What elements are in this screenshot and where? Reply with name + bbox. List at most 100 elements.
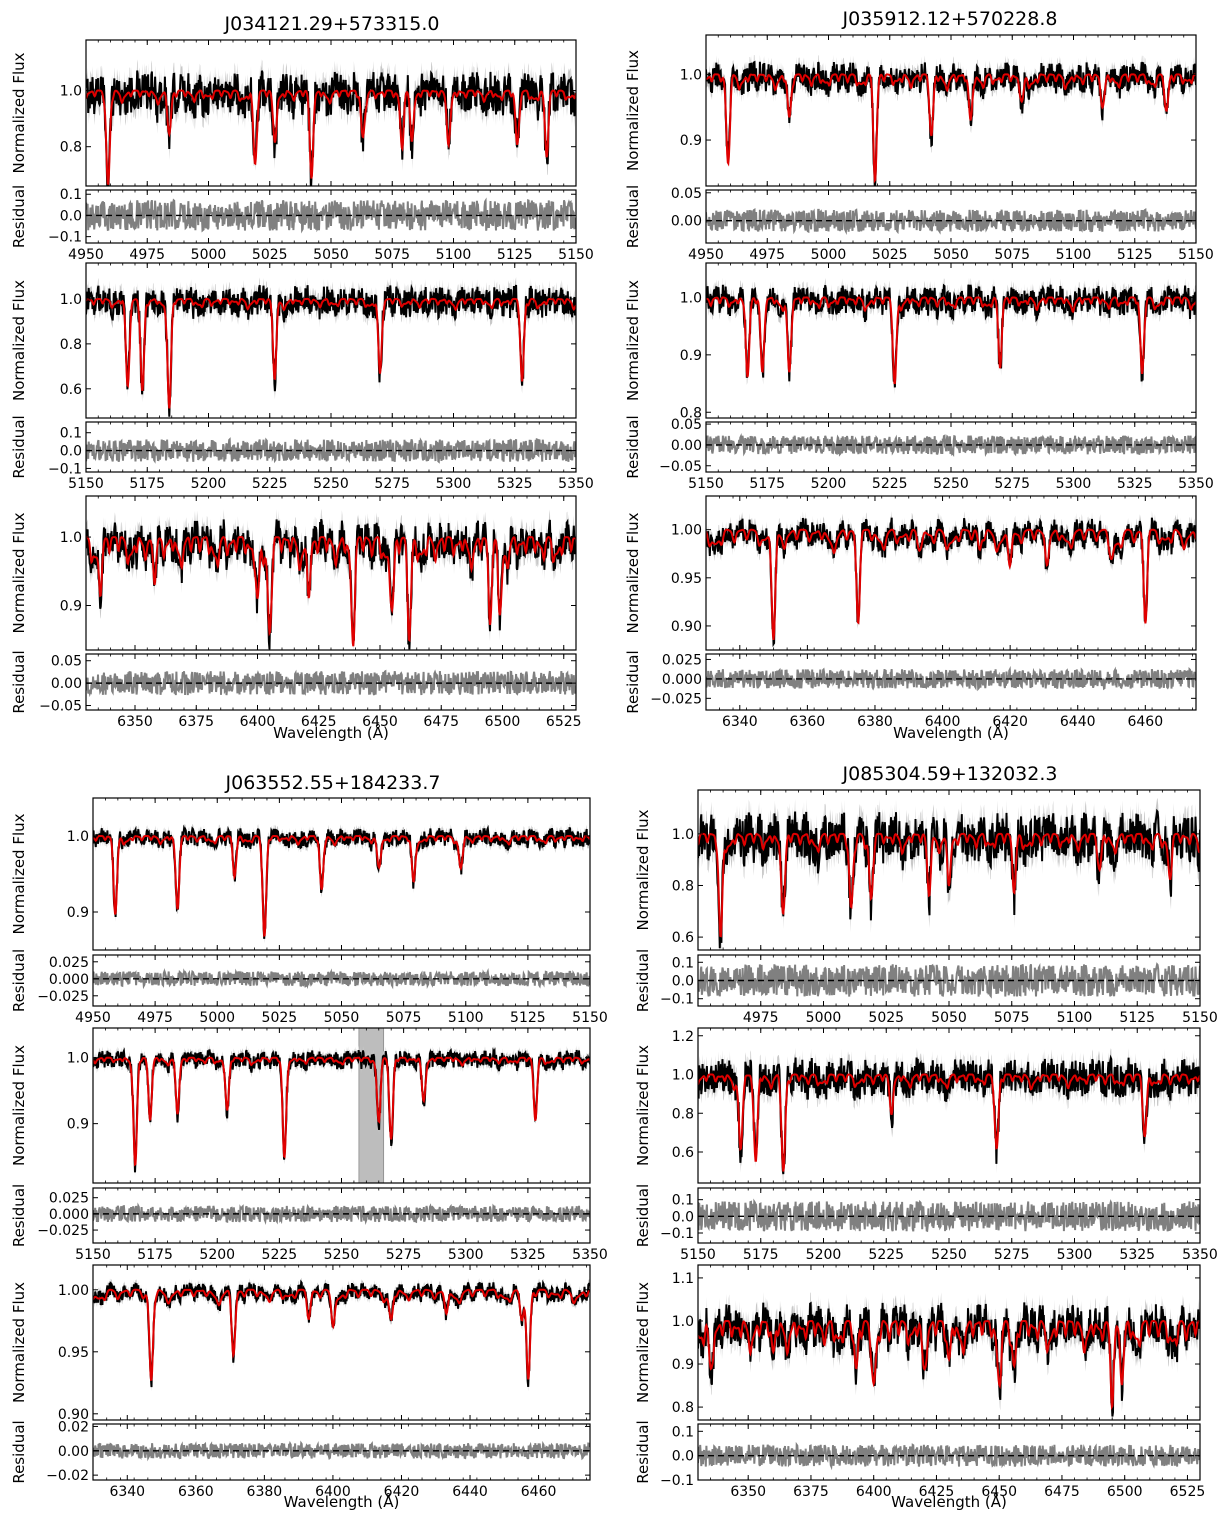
panel-1: 0.8 1.0 Normalized Flux 4950 4975 5000 5025 505… — [10, 39, 594, 263]
flux-y-tick-label: 1.0 — [60, 84, 82, 100]
residual-line — [93, 1202, 590, 1226]
residual-y-tick-label: −0.05 — [659, 459, 702, 475]
residual-x-tick-label: 6360 — [178, 1484, 214, 1500]
residual-x-tick-label: 5350 — [558, 476, 594, 492]
flux-y-tick-label: 1.0 — [60, 292, 82, 308]
residual-x-tick-label: 6400 — [925, 714, 961, 730]
residual-x-tick-label: 6340 — [722, 714, 758, 730]
panel-2: 0.6 0.8 1.0 1.2 Normalized Flux 5150 5175 5200 5… — [634, 1027, 1218, 1263]
residual-x-tick-label: 5275 — [994, 1247, 1030, 1263]
residual-x-tick-label: 6420 — [992, 714, 1028, 730]
flux-y-tick-label: 0.8 — [672, 1400, 694, 1416]
residual-ylabel: Residual — [10, 650, 28, 713]
residual-x-tick-label: 5000 — [811, 247, 847, 263]
residual-plot-area — [698, 962, 1200, 999]
residual-x-tick-label: 4975 — [749, 247, 785, 263]
residual-x-tick-label: 5225 — [262, 1247, 298, 1263]
residual-plot-area — [93, 1202, 590, 1226]
residual-x-tick-label: 5150 — [68, 476, 104, 492]
panel-3: 0.9 1.0 Normalized Flux 6350 6375 6400 6425 645… — [10, 495, 582, 730]
residual-x-tick-label: 6375 — [793, 1484, 829, 1500]
residual-axes — [705, 653, 1197, 711]
flux-axes — [85, 262, 577, 419]
residual-x-tick-label: 6475 — [1044, 1484, 1080, 1500]
residual-x-tick-label: 5125 — [497, 247, 533, 263]
residual-line — [698, 1198, 1200, 1233]
flux-y-tick-label: 1.0 — [672, 1314, 694, 1330]
residual-ylabel: Residual — [634, 1184, 652, 1247]
residual-x-tick-label: 6425 — [301, 714, 337, 730]
residual-x-tick-label: 5150 — [572, 1010, 608, 1026]
error-band — [93, 823, 590, 944]
model-spectrum-line — [698, 832, 1200, 938]
flux-ylabel: Normalized Flux — [634, 1045, 652, 1166]
residual-y-tick-label: −0.025 — [37, 989, 89, 1005]
residual-x-tick-label: 5300 — [1056, 476, 1092, 492]
residual-x-tick-label: 5000 — [806, 1010, 842, 1026]
residual-y-tick-label: 0.025 — [662, 652, 702, 668]
flux-plot-area — [86, 59, 576, 186]
flux-y-tick-label: 1.0 — [680, 67, 702, 83]
residual-x-tick-label: 5150 — [1182, 1010, 1218, 1026]
flux-ylabel: Normalized Flux — [10, 52, 28, 173]
residual-ylabel: Residual — [624, 185, 642, 248]
residual-x-tick-label: 6400 — [240, 714, 276, 730]
residual-ylabel: Residual — [634, 1420, 652, 1483]
residual-y-tick-label: 0.05 — [51, 654, 82, 670]
residual-ylabel: Residual — [10, 1184, 28, 1247]
residual-line — [93, 967, 590, 990]
residual-plot-area — [706, 432, 1196, 458]
residual-ylabel: Residual — [10, 185, 28, 248]
residual-line — [698, 962, 1200, 999]
residual-x-tick-label: 5075 — [386, 1010, 422, 1026]
residual-line — [93, 1440, 590, 1462]
residual-x-tick-label: 5150 — [558, 247, 594, 263]
flux-y-tick-label: 0.6 — [60, 382, 82, 398]
residual-plot-area — [698, 1198, 1200, 1233]
residual-x-tick-label: 5175 — [137, 1247, 173, 1263]
residual-x-tick-label: 5150 — [1178, 247, 1214, 263]
model-spectrum-line — [93, 834, 590, 937]
star-title: J034121.29+573315.0 — [224, 13, 440, 35]
residual-line — [86, 437, 576, 464]
flux-plot-area — [706, 510, 1196, 650]
flux-y-tick-label: 0.8 — [672, 1106, 694, 1122]
flux-y-tick-label: 0.8 — [672, 878, 694, 894]
residual-x-tick-label: 5125 — [1117, 247, 1153, 263]
flux-plot-area — [86, 508, 576, 650]
residual-x-tick-label: 5025 — [872, 247, 908, 263]
residual-line — [706, 432, 1196, 458]
model-spectrum-line — [86, 297, 576, 409]
flux-ylabel: Normalized Flux — [10, 1045, 28, 1166]
model-spectrum-line — [86, 536, 576, 647]
flux-axes — [705, 262, 1197, 419]
residual-x-tick-label: 5000 — [199, 1010, 235, 1026]
residual-y-tick-label: 0.0 — [60, 208, 82, 224]
residual-x-tick-label: 6440 — [452, 1484, 488, 1500]
model-spectrum-line — [86, 89, 576, 186]
x-axis-label: Wavelength (Å) — [284, 1492, 400, 1511]
panel-2: 0.9 1.0 Normalized Flux 5150 5175 5200 5225 525… — [10, 1027, 608, 1263]
flux-y-tick-label: 1.1 — [672, 1271, 694, 1287]
residual-plot-area — [706, 665, 1196, 692]
star-title: J063552.55+184233.7 — [225, 772, 441, 794]
residual-x-tick-label: 6350 — [730, 1484, 766, 1500]
flux-y-tick-label: 0.95 — [58, 1345, 89, 1361]
panel-2: 0.8 0.9 1.0 Normalized Flux 5150 5175 5200 5225… — [624, 262, 1214, 492]
residual-x-tick-label: 6475 — [423, 714, 459, 730]
star-title: J085304.59+132032.3 — [842, 763, 1058, 785]
residual-ylabel: Residual — [10, 415, 28, 478]
flux-axes — [697, 789, 1201, 951]
flux-y-tick-label: 1.0 — [680, 290, 702, 306]
flux-plot-area — [706, 54, 1196, 186]
flux-axes — [92, 1264, 591, 1421]
flux-plot-area — [93, 823, 590, 944]
residual-plot-area — [93, 1440, 590, 1462]
residual-x-tick-label: 5250 — [931, 1247, 967, 1263]
residual-x-tick-label: 5100 — [1057, 1010, 1093, 1026]
residual-x-tick-label: 5325 — [510, 1247, 546, 1263]
flux-y-tick-label: 0.9 — [67, 905, 89, 921]
residual-x-tick-label: 5300 — [1057, 1247, 1093, 1263]
flux-y-tick-label: 0.9 — [680, 348, 702, 364]
residual-x-tick-label: 6400 — [856, 1484, 892, 1500]
